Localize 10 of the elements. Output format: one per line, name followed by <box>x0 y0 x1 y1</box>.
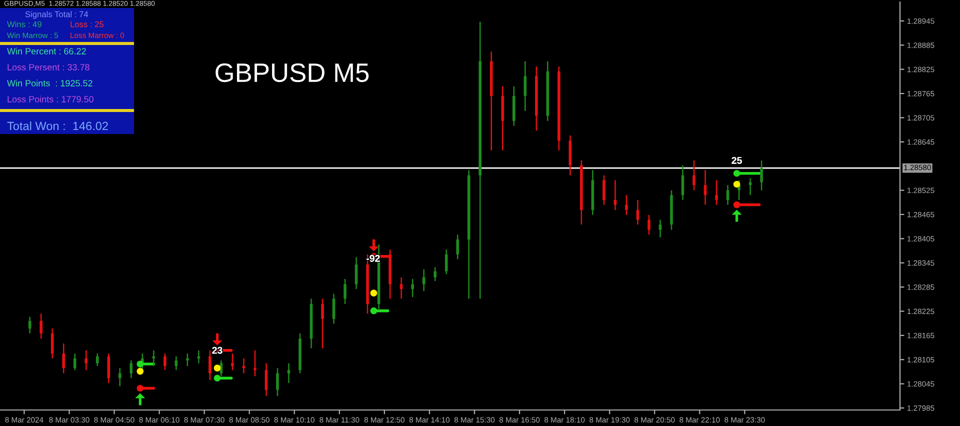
text: GBPUSD M5 <box>216 63 369 82</box>
annotation: Signals Total : 74 <box>25 11 88 19</box>
annotation: 25 <box>732 156 742 164</box>
annotation: Win Percent : 66.22 <box>7 48 86 54</box>
annotation: Total Won : 146.02 <box>7 122 108 130</box>
annotation: Win Points : 1925.52 <box>7 80 92 86</box>
annotation: Loss Persent : 33.78 <box>8 64 90 70</box>
annotation: Loss : 25 <box>70 21 104 28</box>
annotation: Loss Points : 1779.50 <box>8 96 94 102</box>
annotation: Wins : 49 <box>7 21 42 28</box>
